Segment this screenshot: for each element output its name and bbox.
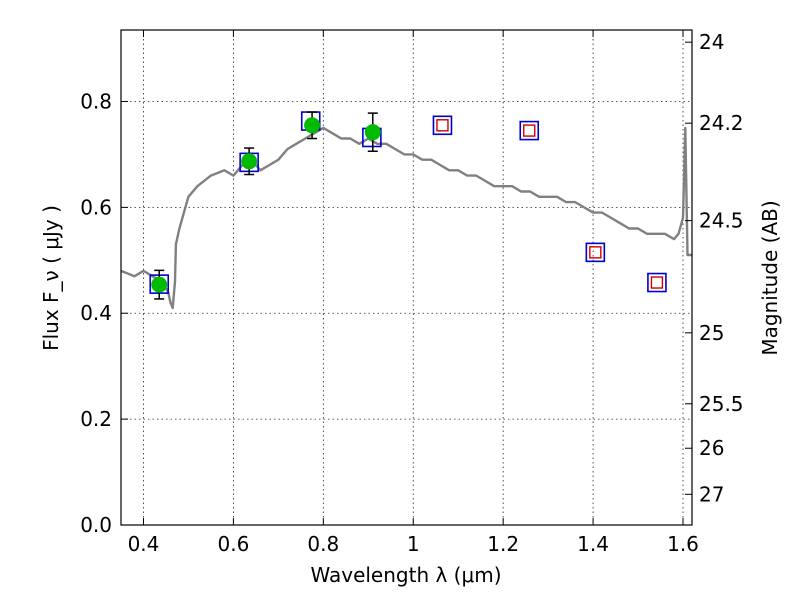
predicted-flux-box — [523, 124, 536, 137]
magnitude-axis: 24 24.2 24.5 25 25.5 26 27 — [685, 30, 744, 506]
y-axis-label: Flux F_ν ( μJy ) — [39, 205, 63, 351]
x-tick-label: 1.6 — [667, 532, 699, 556]
magnitude-tick-label: 24.5 — [699, 209, 744, 233]
model-flux-box — [647, 272, 667, 293]
y-tick-label: 0.4 — [80, 301, 112, 325]
magnitude-tick-label: 25.5 — [699, 392, 744, 416]
model-flux-box — [432, 115, 453, 136]
plot-frame — [120, 29, 693, 526]
x-tick-label: 1.4 — [577, 532, 609, 556]
model-flux-box — [519, 120, 540, 141]
magnitude-tick-label: 25 — [699, 321, 724, 345]
predicted-flux-box — [650, 276, 664, 289]
observed-flux-point — [364, 124, 381, 141]
x-tick-label: 1.2 — [487, 532, 519, 556]
grid — [121, 30, 692, 526]
plot-area — [121, 126, 692, 310]
plot-background — [121, 30, 692, 525]
x-axis-label: Wavelength λ (μm) — [310, 563, 501, 587]
marker-layer — [149, 111, 667, 300]
x-tick-label: 0.6 — [217, 532, 249, 556]
y-tick-label: 0.8 — [80, 89, 112, 113]
predicted-flux-box — [436, 119, 449, 132]
predicted-flux-box — [589, 246, 602, 259]
y-tick-label: 0.0 — [80, 513, 112, 537]
observed-flux-point — [304, 117, 321, 134]
y2-axis-label: Magnitude (AB) — [758, 200, 782, 355]
x-tick-label: 1 — [407, 532, 420, 556]
y-tick-label: 0.2 — [80, 407, 112, 431]
x-tick-label: 0.4 — [128, 532, 160, 556]
y-tick-label: 0.6 — [80, 195, 112, 219]
magnitude-tick-label: 24.2 — [699, 111, 744, 135]
observed-flux-point — [151, 276, 168, 293]
magnitude-tick-label: 27 — [699, 482, 724, 506]
magnitude-tick-label: 24 — [699, 30, 724, 54]
observed-flux-point — [241, 153, 258, 170]
y-axis: 0.0 0.2 0.4 0.6 0.8 — [80, 89, 128, 537]
model-flux-box — [585, 242, 606, 263]
x-tick-label: 0.8 — [307, 532, 339, 556]
x-axis: 0.4 0.6 0.8 1 1.2 1.4 1.6 — [128, 30, 699, 556]
model-spectrum-line — [121, 126, 692, 310]
magnitude-tick-label: 26 — [699, 436, 724, 460]
